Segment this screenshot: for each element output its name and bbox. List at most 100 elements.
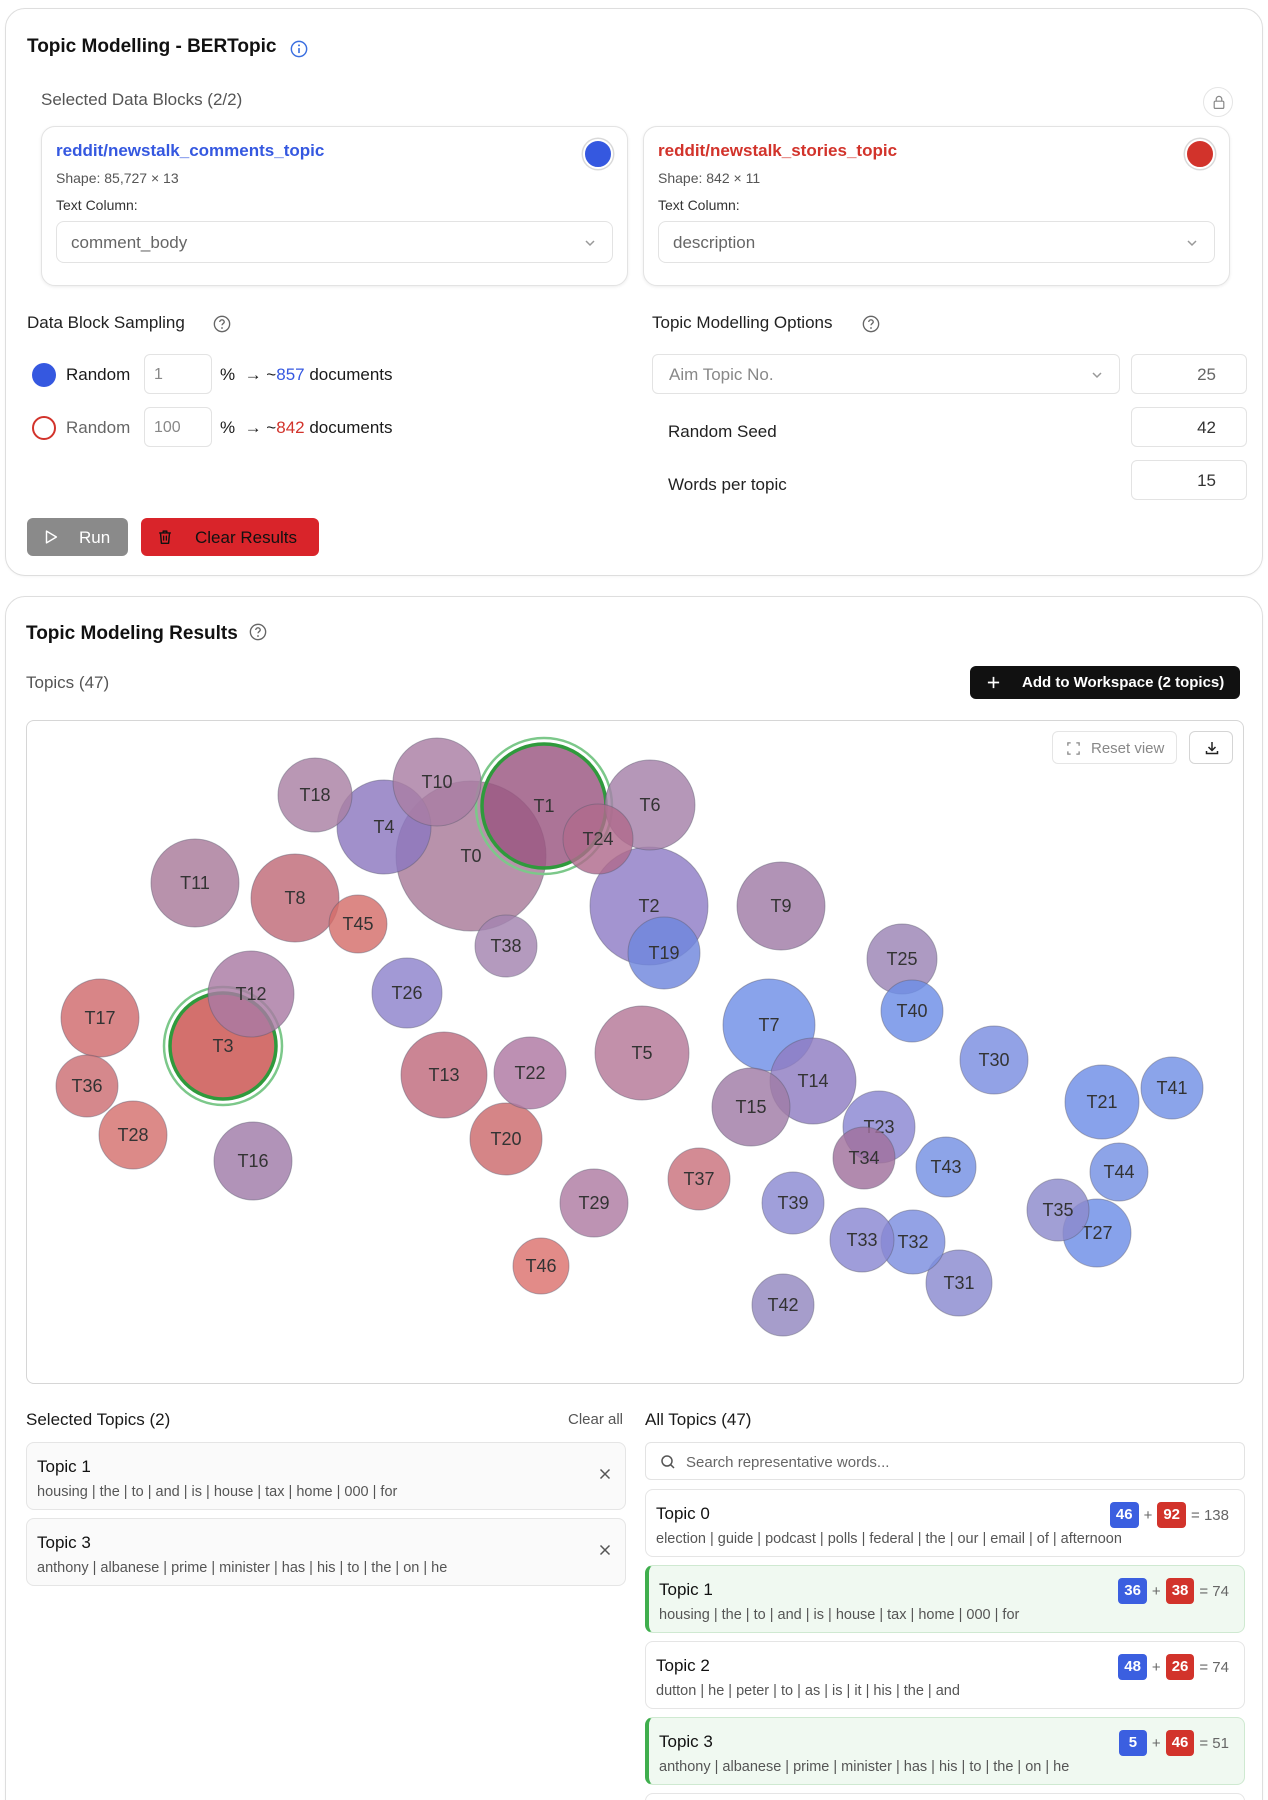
bubble-circle[interactable] — [829, 1207, 895, 1273]
bubble-circle[interactable] — [392, 737, 482, 827]
clear-results-button[interactable]: Clear Results — [141, 518, 319, 556]
help-icon[interactable] — [213, 315, 231, 333]
help-icon[interactable] — [862, 315, 880, 333]
selected-topic-item[interactable]: Topic 1 housing | the | to | and | is | … — [26, 1442, 626, 1510]
topic-bubble-t18[interactable]: T18 — [277, 757, 353, 833]
topic-bubble-t35[interactable]: T35 — [1026, 1178, 1090, 1242]
selected-topic-item[interactable]: Topic 3 anthony | albanese | prime | min… — [26, 1518, 626, 1586]
topic-bubble-t12[interactable]: T12 — [207, 950, 295, 1038]
bubble-circle[interactable] — [60, 978, 140, 1058]
topic-row-0[interactable]: Topic 0 election | guide | podcast | pol… — [645, 1489, 1245, 1557]
bubble-circle[interactable] — [562, 803, 634, 875]
topic-bubble-t40[interactable]: T40 — [880, 979, 944, 1043]
sampling-dot[interactable] — [32, 363, 56, 387]
bubble-circle[interactable] — [150, 838, 240, 928]
search-input[interactable]: Search representative words... — [645, 1442, 1245, 1480]
sampling-percent-input[interactable]: 100 — [144, 407, 212, 447]
bubble-circle[interactable] — [493, 1036, 567, 1110]
topic-bubble-t31[interactable]: T31 — [925, 1249, 993, 1317]
bubble-circle[interactable] — [474, 914, 538, 978]
topic-bubble-t14[interactable]: T14 — [769, 1037, 857, 1125]
bubble-circle[interactable] — [213, 1121, 293, 1201]
words-input[interactable]: 15 — [1131, 460, 1247, 500]
bubble-circle[interactable] — [1140, 1056, 1204, 1120]
topic-bubble-t26[interactable]: T26 — [371, 957, 443, 1029]
close-icon[interactable] — [597, 1466, 613, 1482]
topic-bubble-t33[interactable]: T33 — [829, 1207, 895, 1273]
topic-bubble-t28[interactable]: T28 — [98, 1100, 168, 1170]
topic-row-1[interactable]: Topic 1 housing | the | to | and | is | … — [645, 1565, 1245, 1633]
sampling-dot[interactable] — [32, 416, 56, 440]
text-column-select[interactable]: description — [658, 221, 1215, 263]
download-button[interactable] — [1189, 731, 1233, 764]
topic-bubble-t36[interactable]: T36 — [55, 1054, 119, 1118]
topic-bubble-t45[interactable]: T45 — [328, 894, 388, 954]
bubble-circle[interactable] — [832, 1126, 896, 1190]
topic-row-next[interactable] — [645, 1793, 1245, 1800]
run-button[interactable]: Run — [27, 518, 128, 556]
bubble-circle[interactable] — [559, 1168, 629, 1238]
topic-bubble-t16[interactable]: T16 — [213, 1121, 293, 1201]
topic-bubble-t11[interactable]: T11 — [150, 838, 240, 928]
bubble-circle[interactable] — [250, 853, 340, 943]
add-to-workspace-button[interactable]: Add to Workspace (2 topics) — [970, 666, 1240, 699]
sampling-percent-input[interactable]: 1 — [144, 354, 212, 394]
lock-button[interactable] — [1203, 87, 1233, 117]
bubble-circle[interactable] — [469, 1102, 543, 1176]
bubble-circle[interactable] — [880, 979, 944, 1043]
bubble-circle[interactable] — [1089, 1142, 1149, 1202]
topic-bubble-t17[interactable]: T17 — [60, 978, 140, 1058]
topic-row-3[interactable]: Topic 3 anthony | albanese | prime | min… — [645, 1717, 1245, 1785]
topic-bubble-t43[interactable]: T43 — [915, 1136, 977, 1198]
topic-bubble-chart[interactable]: T0 T1 T2 T3 T4 T5 T6 T7 T8 T9 T10 T11 T12 T13 T14 T15 T1… — [26, 720, 1244, 1384]
block-name[interactable]: reddit/newstalk_comments_topic — [56, 141, 325, 160]
bubble-circle[interactable] — [1026, 1178, 1090, 1242]
info-icon[interactable] — [290, 40, 308, 58]
topic-bubble-t20[interactable]: T20 — [469, 1102, 543, 1176]
block-color-dot[interactable] — [1185, 139, 1215, 169]
topic-bubble-t38[interactable]: T38 — [474, 914, 538, 978]
topic-bubble-t8[interactable]: T8 — [250, 853, 340, 943]
topic-bubble-t44[interactable]: T44 — [1089, 1142, 1149, 1202]
bubble-circle[interactable] — [400, 1031, 488, 1119]
topic-bubble-t19[interactable]: T19 — [627, 916, 701, 990]
topic-bubble-t25[interactable]: T25 — [866, 923, 938, 995]
topic-row-2[interactable]: Topic 2 dutton | he | peter | to | as | … — [645, 1641, 1245, 1709]
block-color-dot[interactable] — [583, 139, 613, 169]
bubble-circle[interactable] — [959, 1025, 1029, 1095]
bubble-circle[interactable] — [925, 1249, 993, 1317]
aim-topic-select[interactable]: Aim Topic No. — [652, 354, 1120, 394]
topic-bubble-t46[interactable]: T46 — [512, 1237, 570, 1295]
bubble-circle[interactable] — [55, 1054, 119, 1118]
bubble-circle[interactable] — [512, 1237, 570, 1295]
bubble-circle[interactable] — [1064, 1064, 1140, 1140]
topic-bubble-t22[interactable]: T22 — [493, 1036, 567, 1110]
bubble-circle[interactable] — [751, 1273, 815, 1337]
text-column-select[interactable]: comment_body — [56, 221, 613, 263]
bubble-circle[interactable] — [736, 861, 826, 951]
topic-bubble-t30[interactable]: T30 — [959, 1025, 1029, 1095]
topic-bubble-t24[interactable]: T24 — [562, 803, 634, 875]
bubble-circle[interactable] — [277, 757, 353, 833]
topic-bubble-t34[interactable]: T34 — [832, 1126, 896, 1190]
topic-bubble-t41[interactable]: T41 — [1140, 1056, 1204, 1120]
bubble-circle[interactable] — [915, 1136, 977, 1198]
bubble-circle[interactable] — [761, 1171, 825, 1235]
help-icon[interactable] — [249, 623, 267, 641]
topic-bubble-t5[interactable]: T5 — [594, 1005, 690, 1101]
bubble-circle[interactable] — [98, 1100, 168, 1170]
aim-topic-input[interactable]: 25 — [1131, 354, 1247, 394]
bubble-circle[interactable] — [328, 894, 388, 954]
block-name[interactable]: reddit/newstalk_stories_topic — [658, 141, 898, 160]
topic-bubble-t29[interactable]: T29 — [559, 1168, 629, 1238]
bubble-circle[interactable] — [627, 916, 701, 990]
bubble-circle[interactable] — [371, 957, 443, 1029]
topic-bubble-t37[interactable]: T37 — [667, 1147, 731, 1211]
topic-bubble-t9[interactable]: T9 — [736, 861, 826, 951]
topic-bubble-t13[interactable]: T13 — [400, 1031, 488, 1119]
seed-input[interactable]: 42 — [1131, 407, 1247, 447]
topic-bubble-t39[interactable]: T39 — [761, 1171, 825, 1235]
bubble-circle[interactable] — [667, 1147, 731, 1211]
close-icon[interactable] — [597, 1542, 613, 1558]
bubble-canvas[interactable]: T0 T1 T2 T3 T4 T5 T6 T7 T8 T9 T10 T11 T12 T13 T14 T15 T1… — [27, 721, 1244, 1384]
